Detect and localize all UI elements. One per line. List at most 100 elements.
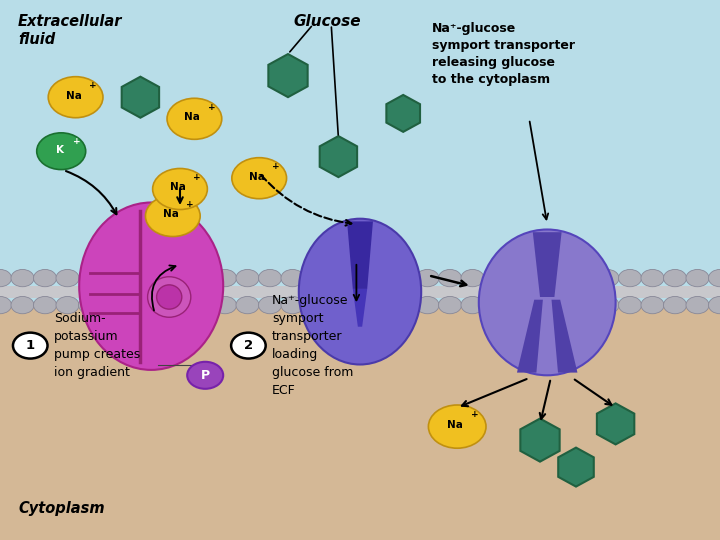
Circle shape	[146, 269, 169, 287]
Circle shape	[146, 296, 169, 314]
Text: 1: 1	[26, 339, 35, 352]
Circle shape	[506, 296, 529, 314]
Polygon shape	[122, 77, 159, 118]
Circle shape	[56, 269, 79, 287]
Circle shape	[191, 296, 214, 314]
Circle shape	[232, 158, 287, 199]
Circle shape	[484, 269, 507, 287]
Polygon shape	[558, 448, 594, 487]
Circle shape	[56, 296, 79, 314]
Text: +: +	[193, 173, 201, 182]
Polygon shape	[347, 221, 373, 289]
Ellipse shape	[157, 285, 181, 309]
Circle shape	[37, 133, 86, 170]
Circle shape	[0, 269, 12, 287]
Text: +: +	[472, 410, 479, 419]
Circle shape	[124, 269, 147, 287]
Circle shape	[213, 296, 236, 314]
Circle shape	[574, 296, 596, 314]
Circle shape	[281, 296, 304, 314]
Circle shape	[551, 296, 574, 314]
Text: Na⁺-glucose
symport transporter
releasing glucose
to the cytoplasm: Na⁺-glucose symport transporter releasin…	[432, 22, 575, 86]
Circle shape	[618, 296, 642, 314]
Circle shape	[34, 296, 56, 314]
Circle shape	[101, 269, 124, 287]
Circle shape	[664, 296, 687, 314]
Ellipse shape	[479, 230, 616, 375]
Circle shape	[641, 296, 664, 314]
Circle shape	[416, 296, 439, 314]
Polygon shape	[269, 54, 307, 97]
Text: P: P	[201, 369, 210, 382]
Circle shape	[48, 77, 103, 118]
Circle shape	[34, 269, 56, 287]
Text: Sodium-
potassium
pump creates
ion gradient: Sodium- potassium pump creates ion gradi…	[54, 312, 140, 379]
Ellipse shape	[79, 202, 223, 370]
Circle shape	[326, 269, 349, 287]
Circle shape	[326, 296, 349, 314]
Circle shape	[78, 269, 102, 287]
Circle shape	[686, 296, 709, 314]
Circle shape	[167, 98, 222, 139]
FancyBboxPatch shape	[0, 286, 720, 298]
Text: Na: Na	[170, 183, 186, 192]
Circle shape	[145, 195, 200, 237]
Circle shape	[168, 296, 192, 314]
FancyBboxPatch shape	[0, 302, 720, 540]
Text: Na: Na	[66, 91, 81, 100]
Circle shape	[506, 269, 529, 287]
Circle shape	[428, 405, 486, 448]
Polygon shape	[533, 232, 562, 297]
Text: Na: Na	[163, 210, 179, 219]
Circle shape	[236, 269, 259, 287]
Circle shape	[574, 269, 596, 287]
Circle shape	[641, 269, 664, 287]
Polygon shape	[521, 418, 559, 462]
Circle shape	[231, 333, 266, 359]
Text: Na⁺-glucose
symport
transporter
loading
glucose from
ECF: Na⁺-glucose symport transporter loading …	[272, 294, 354, 397]
Text: Na: Na	[249, 172, 265, 181]
Ellipse shape	[148, 276, 191, 318]
Circle shape	[394, 269, 416, 287]
Circle shape	[528, 296, 552, 314]
Circle shape	[551, 269, 574, 287]
Circle shape	[686, 269, 709, 287]
Circle shape	[13, 333, 48, 359]
Polygon shape	[387, 95, 420, 132]
Circle shape	[596, 296, 619, 314]
Ellipse shape	[299, 219, 421, 364]
Polygon shape	[353, 289, 367, 327]
Circle shape	[304, 269, 327, 287]
Circle shape	[304, 296, 327, 314]
Circle shape	[101, 296, 124, 314]
Text: K: K	[55, 145, 64, 155]
Circle shape	[708, 269, 720, 287]
Circle shape	[124, 296, 147, 314]
Circle shape	[258, 296, 282, 314]
Circle shape	[168, 269, 192, 287]
Polygon shape	[552, 300, 577, 373]
Polygon shape	[517, 300, 543, 373]
Circle shape	[438, 296, 462, 314]
Polygon shape	[597, 403, 634, 444]
Text: Cytoplasm: Cytoplasm	[18, 501, 104, 516]
Circle shape	[461, 269, 484, 287]
FancyBboxPatch shape	[0, 0, 720, 302]
Text: Glucose: Glucose	[294, 14, 361, 29]
Circle shape	[596, 269, 619, 287]
Circle shape	[461, 296, 484, 314]
Circle shape	[348, 296, 372, 314]
Circle shape	[187, 362, 223, 389]
Text: +: +	[207, 103, 215, 112]
Circle shape	[708, 296, 720, 314]
Circle shape	[618, 269, 642, 287]
Text: Na: Na	[184, 112, 200, 122]
Circle shape	[11, 269, 34, 287]
Circle shape	[371, 296, 394, 314]
Text: +: +	[73, 137, 80, 146]
Circle shape	[258, 269, 282, 287]
Circle shape	[394, 296, 416, 314]
Circle shape	[664, 269, 687, 287]
Circle shape	[416, 269, 439, 287]
Circle shape	[0, 296, 12, 314]
